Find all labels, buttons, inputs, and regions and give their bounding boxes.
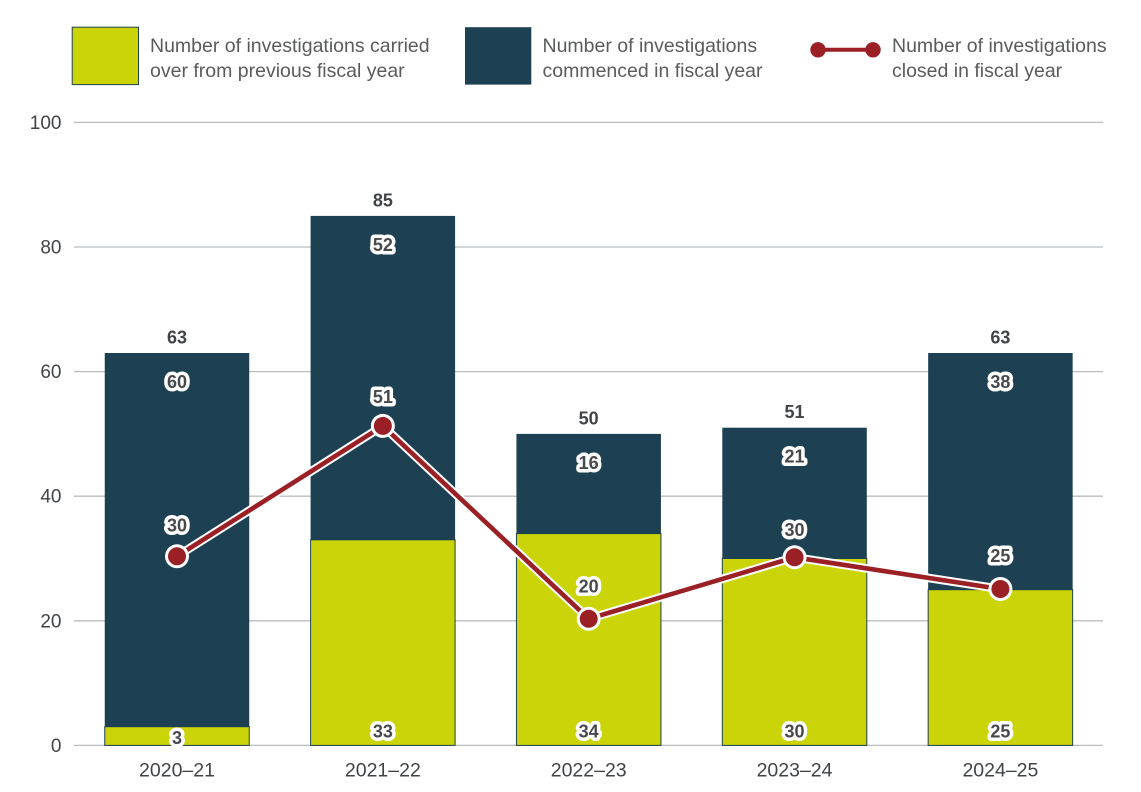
svg-text:2023–24: 2023–24 [757, 760, 833, 782]
svg-text:30: 30 [167, 515, 187, 535]
svg-text:80: 80 [40, 238, 61, 259]
svg-text:16: 16 [579, 453, 599, 473]
svg-text:2024–25: 2024–25 [962, 760, 1038, 782]
svg-text:51: 51 [373, 387, 393, 407]
svg-text:Number of investigations: Number of investigations [543, 35, 758, 57]
svg-text:25: 25 [990, 546, 1010, 566]
svg-text:commenced in fiscal year: commenced in fiscal year [543, 60, 764, 82]
svg-text:51: 51 [785, 402, 805, 422]
svg-text:85: 85 [373, 190, 393, 210]
svg-text:60: 60 [167, 372, 187, 392]
svg-text:100: 100 [30, 113, 62, 134]
svg-text:50: 50 [579, 408, 599, 428]
svg-text:Number of investigations: Number of investigations [892, 35, 1107, 57]
svg-text:21: 21 [785, 447, 805, 467]
svg-text:34: 34 [579, 722, 599, 742]
svg-text:40: 40 [40, 487, 61, 508]
svg-text:52: 52 [373, 235, 393, 255]
svg-text:25: 25 [990, 722, 1010, 742]
svg-text:63: 63 [167, 327, 187, 347]
svg-text:38: 38 [990, 372, 1010, 392]
svg-text:33: 33 [373, 722, 393, 742]
svg-text:3: 3 [172, 728, 182, 748]
svg-text:Number of investigations carri: Number of investigations carried [150, 35, 430, 57]
svg-text:20: 20 [40, 611, 61, 632]
svg-text:2022–23: 2022–23 [551, 760, 627, 782]
svg-text:2020–21: 2020–21 [139, 760, 215, 782]
svg-text:2021–22: 2021–22 [345, 760, 421, 782]
svg-text:30: 30 [785, 520, 805, 540]
svg-text:0: 0 [51, 736, 62, 757]
svg-text:20: 20 [579, 576, 599, 596]
svg-text:over from previous fiscal year: over from previous fiscal year [150, 60, 405, 82]
svg-text:closed in fiscal year: closed in fiscal year [892, 60, 1063, 82]
svg-text:63: 63 [990, 327, 1010, 347]
svg-text:30: 30 [785, 722, 805, 742]
svg-text:60: 60 [40, 362, 61, 383]
